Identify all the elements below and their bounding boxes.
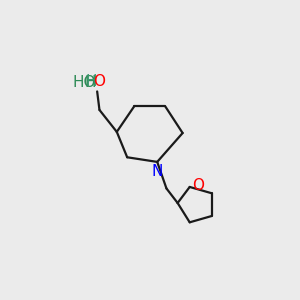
Text: HO: HO (73, 75, 96, 90)
Text: O: O (193, 178, 205, 193)
Text: H: H (85, 75, 96, 90)
Text: O: O (94, 74, 106, 89)
Text: N: N (152, 164, 163, 179)
Text: H: H (85, 74, 97, 89)
